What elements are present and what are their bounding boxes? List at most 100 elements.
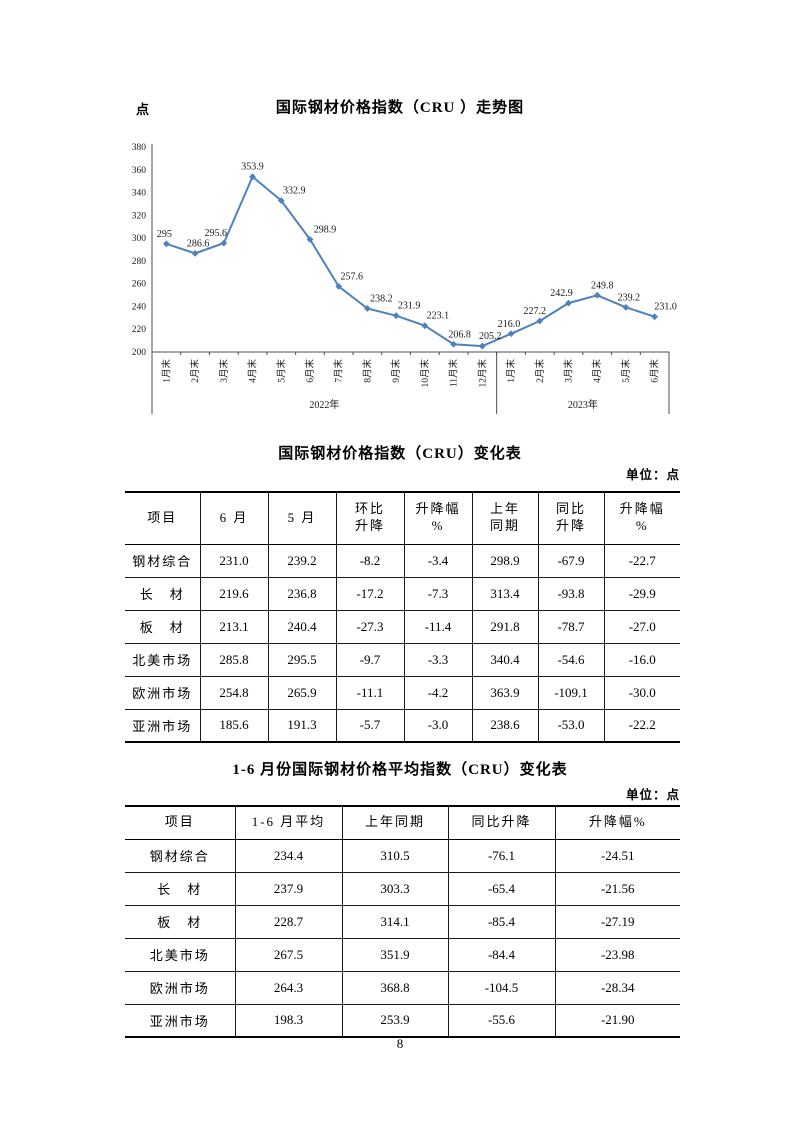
cell: -53.0 (537, 708, 604, 742)
table-row: 钢材综合 231.0 239.2 -8.2 -3.4 298.9 -67.9 -22.7 (125, 544, 680, 577)
svg-text:231.9: 231.9 (398, 301, 421, 312)
cell: 265.9 (267, 675, 336, 709)
cell: -8.2 (335, 544, 404, 577)
cell: -3.3 (403, 642, 472, 676)
svg-text:2023年: 2023年 (568, 398, 598, 411)
row-label: 北美市场 (125, 937, 235, 971)
cell: -67.9 (537, 544, 604, 577)
cell: -93.8 (537, 576, 604, 610)
svg-text:340: 340 (132, 189, 147, 199)
cell: -3.4 (403, 544, 472, 577)
svg-text:239.2: 239.2 (618, 292, 641, 303)
row-label: 钢材综合 (132, 554, 193, 569)
table-row: 钢材综合 234.4 310.5 -76.1 -24.51 (125, 839, 680, 872)
cell: -27.19 (554, 904, 680, 938)
chart-title: 国际钢材价格指数（CRU ）走势图 (275, 100, 525, 116)
svg-text:360: 360 (132, 166, 147, 176)
table-row: 亚洲市场 198.3 253.9 -55.6 -21.90 (125, 1003, 680, 1037)
table-row: 板 材 213.1 240.4 -27.3 -11.4 291.8 -78.7 -27.0 (125, 609, 680, 643)
svg-text:2月末: 2月末 (534, 359, 546, 383)
cell: -29.9 (603, 576, 680, 610)
cell: -109.1 (537, 675, 604, 709)
cell: 291.8 (471, 609, 538, 643)
svg-text:2月末: 2月末 (189, 359, 201, 383)
svg-text:227.2: 227.2 (524, 306, 547, 317)
cell: -24.51 (554, 839, 680, 872)
cell: -22.7 (603, 544, 680, 577)
svg-text:5月末: 5月末 (620, 359, 632, 383)
cell: -11.1 (335, 675, 404, 709)
svg-text:1月末: 1月末 (160, 359, 172, 383)
cell: -27.0 (603, 609, 680, 643)
col-header-yoy-pct: 升降幅 % (603, 492, 680, 545)
row-label: 亚洲市场 (125, 708, 200, 742)
cell: -65.4 (447, 871, 555, 905)
col-header-mom-pct: 升降幅 % (403, 492, 472, 545)
cell: 234.4 (234, 839, 342, 872)
table-row: 板 材 228.7 314.1 -85.4 -27.19 (125, 904, 680, 938)
svg-text:257.6: 257.6 (340, 271, 363, 282)
row-label: 欧洲市场 (125, 675, 200, 709)
row-label: 板 材 (125, 609, 200, 643)
col-header-yoy-pct: 升降幅% (554, 806, 680, 840)
cell: 239.2 (267, 544, 336, 577)
svg-text:3月末: 3月末 (563, 359, 575, 383)
cell: 236.8 (267, 576, 336, 610)
svg-text:300: 300 (132, 234, 147, 244)
cell: 191.3 (267, 708, 336, 742)
cell: -21.90 (554, 1003, 680, 1037)
cell: 240.4 (267, 609, 336, 643)
svg-text:10月末: 10月末 (419, 359, 431, 388)
svg-text:5月末: 5月末 (275, 359, 287, 383)
cell: -16.0 (603, 642, 680, 676)
row-label: 北美市场 (125, 642, 200, 676)
table-row: 长 材 219.6 236.8 -17.2 -7.3 313.4 -93.8 -29.9 (125, 576, 680, 610)
cell: -23.98 (554, 937, 680, 971)
cell: -28.34 (554, 970, 680, 1004)
table2-title: 1-6 月份国际钢材价格平均指数（CRU）变化表 (232, 762, 568, 778)
cell: 231.0 (199, 544, 268, 577)
svg-text:9月末: 9月末 (390, 359, 402, 383)
svg-text:320: 320 (132, 211, 147, 221)
cell: 198.3 (234, 1003, 342, 1037)
table-row: 北美市场 267.5 351.9 -84.4 -23.98 (125, 937, 680, 971)
y-axis-unit-label: 点 (136, 102, 150, 117)
cell: -9.7 (335, 642, 404, 676)
svg-text:249.8: 249.8 (591, 280, 614, 291)
svg-text:223.1: 223.1 (427, 311, 450, 322)
col-header-item: 项目 (125, 806, 235, 840)
col-header-avg: 1-6 月平均 (234, 806, 342, 840)
cell: 237.9 (234, 871, 342, 905)
svg-text:3月末: 3月末 (218, 359, 230, 383)
cell: 295.5 (267, 642, 336, 676)
svg-text:216.0: 216.0 (498, 319, 521, 330)
svg-text:242.9: 242.9 (550, 288, 573, 299)
cell: -22.2 (603, 708, 680, 742)
cell: -21.56 (554, 871, 680, 905)
svg-text:12月末: 12月末 (476, 359, 488, 388)
svg-text:8月末: 8月末 (361, 359, 373, 383)
cell: 267.5 (234, 937, 342, 971)
cell: -30.0 (603, 675, 680, 709)
svg-text:260: 260 (132, 280, 147, 290)
svg-text:240: 240 (132, 302, 147, 312)
cell: 264.3 (234, 970, 342, 1004)
cell: -84.4 (447, 937, 555, 971)
cell: 368.8 (341, 970, 448, 1004)
svg-text:295: 295 (157, 229, 172, 240)
svg-text:332.9: 332.9 (283, 186, 306, 197)
table2-unit-label: 单位：点 (625, 788, 680, 802)
cell: -85.4 (447, 904, 555, 938)
cell: -76.1 (447, 839, 555, 872)
row-label: 长 材 (125, 871, 235, 905)
svg-text:7月末: 7月末 (333, 359, 345, 383)
row-label: 钢材综合 (149, 849, 210, 864)
svg-text:1月末: 1月末 (505, 359, 517, 383)
cell: 298.9 (471, 544, 538, 577)
svg-text:231.0: 231.0 (654, 302, 677, 313)
row-label: 亚洲市场 (125, 1003, 235, 1037)
monthly-change-table: 项目 6 月 5 月 环比 升降 升降幅 % 上年 同期 同比 升降 升降幅 %… (125, 491, 680, 743)
row-label: 长 材 (125, 576, 200, 610)
table1-unit-label: 单位：点 (625, 468, 680, 482)
cell: -11.4 (403, 609, 472, 643)
